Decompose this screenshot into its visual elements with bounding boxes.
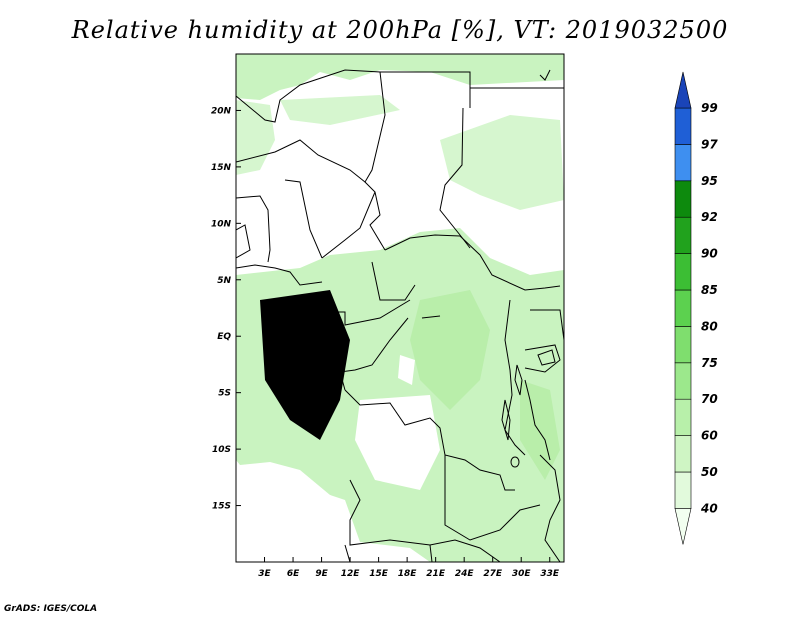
lat-tick-label: 10S bbox=[212, 445, 231, 455]
colorbar-label: 75 bbox=[701, 356, 718, 370]
colorbar-segment bbox=[674, 144, 692, 182]
lon-tick-label: 30E bbox=[512, 569, 532, 579]
colorbar-label: 97 bbox=[701, 137, 718, 151]
lon-tick-label: 15E bbox=[369, 569, 389, 579]
lat-tick-label: 10N bbox=[211, 219, 232, 229]
colorbar-label: 50 bbox=[701, 465, 718, 479]
colorbar-segment bbox=[674, 362, 692, 400]
lon-tick-label: 12E bbox=[341, 569, 361, 579]
colorbar-segment bbox=[674, 253, 692, 291]
colorbar-label: 80 bbox=[701, 319, 718, 333]
colorbar-label: 90 bbox=[701, 247, 718, 261]
colorbar-segment bbox=[674, 326, 692, 364]
lat-tick-label: 15N bbox=[211, 163, 232, 173]
colorbar-high-triangle bbox=[674, 71, 692, 109]
colorbar-label: 40 bbox=[700, 501, 718, 515]
colorbar-label: 92 bbox=[701, 210, 718, 224]
lat-tick-label: 5S bbox=[218, 389, 231, 399]
colorbar-segment bbox=[674, 180, 692, 218]
map-title: Relative humidity at 200hPa [%], VT: 201… bbox=[71, 16, 729, 44]
colorbar-segment bbox=[674, 435, 692, 473]
lon-tick-label: 27E bbox=[483, 569, 503, 579]
lon-tick-label: 9E bbox=[315, 569, 328, 579]
colorbar: 40 50 60 70 75 80 85 90 92 95 97 99 bbox=[674, 71, 718, 545]
plot-frame bbox=[235, 53, 565, 563]
country-borders bbox=[236, 69, 564, 562]
lat-tick-label: 5N bbox=[217, 276, 231, 286]
lat-tick-label: 15S bbox=[212, 502, 231, 512]
colorbar-segment bbox=[674, 289, 692, 327]
colorbar-label: 95 bbox=[701, 174, 718, 188]
lon-tick-label: 21E bbox=[426, 569, 446, 579]
lon-tick-label: 33E bbox=[540, 569, 560, 579]
colorbar-segment bbox=[674, 107, 692, 145]
colorbar-segment bbox=[674, 471, 692, 509]
humidity-fill bbox=[236, 54, 564, 562]
colorbar-label: 70 bbox=[701, 392, 718, 406]
lon-tick-label: 3E bbox=[258, 569, 271, 579]
colorbar-low-triangle bbox=[674, 508, 692, 545]
latitude-axis: 20N 15N 10N 5N EQ 5S 10S 15S bbox=[211, 106, 241, 512]
colorbar-segment bbox=[674, 398, 692, 436]
colorbar-segment bbox=[674, 216, 692, 254]
lakes bbox=[297, 315, 556, 468]
longitude-axis: 3E 6E 9E 12E 15E 18E 21E 24E 27E 30E 33E bbox=[258, 557, 560, 579]
colorbar-label: 60 bbox=[701, 429, 718, 443]
grads-credit: GrADS: IGES/COLA bbox=[4, 604, 98, 614]
colorbar-label: 99 bbox=[701, 101, 718, 115]
lat-tick-label: 20N bbox=[211, 106, 232, 116]
colorbar-label: 85 bbox=[701, 283, 718, 297]
lon-tick-label: 6E bbox=[287, 569, 300, 579]
lon-tick-label: 24E bbox=[455, 569, 475, 579]
lon-tick-label: 18E bbox=[398, 569, 418, 579]
lat-tick-label: EQ bbox=[217, 332, 231, 342]
